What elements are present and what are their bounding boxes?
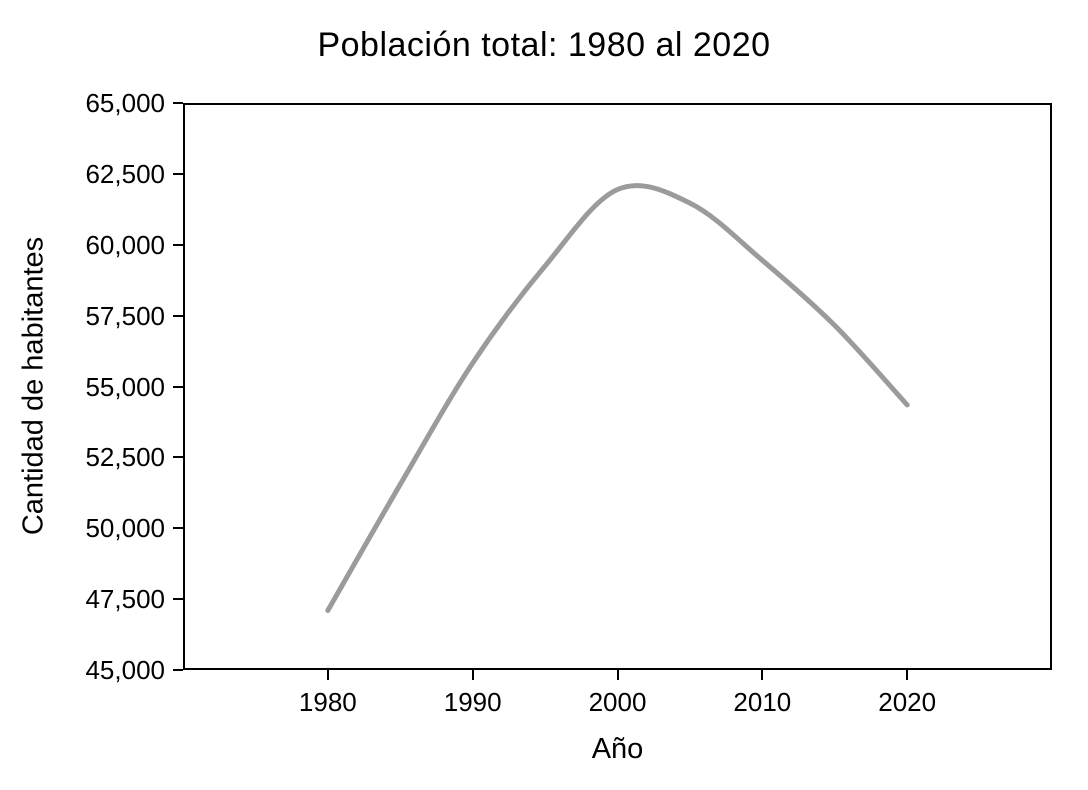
x-tick-label: 2010: [733, 687, 792, 717]
y-tick-mark: [173, 527, 183, 530]
x-tick-mark: [761, 670, 764, 680]
y-tick-label: 57,500: [85, 300, 165, 331]
population-line: [325, 183, 910, 613]
plot-svg: [183, 103, 1052, 670]
y-tick-label: 65,000: [85, 88, 165, 118]
y-tick-label: 50,000: [85, 513, 165, 544]
y-tick-label: 52,500: [85, 442, 165, 473]
x-tick-label: 2020: [878, 687, 937, 717]
x-tick-label: 1980: [298, 687, 357, 717]
y-tick-label: 55,000: [85, 371, 165, 402]
y-tick-mark: [173, 456, 183, 459]
y-tick-label: 60,000: [85, 229, 165, 260]
y-tick-mark: [173, 314, 183, 317]
chart-title: Población total: 1980 al 2020: [317, 26, 771, 64]
y-tick-mark: [173, 385, 183, 388]
plot-area: [183, 103, 1052, 670]
y-tick-mark: [173, 102, 183, 104]
x-tick-mark: [906, 670, 909, 680]
y-tick-mark: [173, 243, 183, 246]
x-axis-label: Año: [591, 733, 644, 765]
y-tick-mark: [173, 172, 183, 175]
y-tick-mark: [173, 669, 183, 671]
y-tick-label: 47,500: [85, 584, 165, 615]
x-tick-mark: [471, 670, 474, 680]
y-tick-label: 45,000: [85, 655, 165, 685]
x-tick-label: 1990: [443, 687, 502, 717]
x-tick-mark: [616, 670, 619, 680]
axes-box: [183, 103, 1052, 670]
x-tick-label: 2000: [588, 687, 647, 717]
y-tick-label: 62,500: [85, 158, 165, 189]
x-tick-mark: [326, 670, 329, 680]
y-tick-mark: [173, 598, 183, 601]
